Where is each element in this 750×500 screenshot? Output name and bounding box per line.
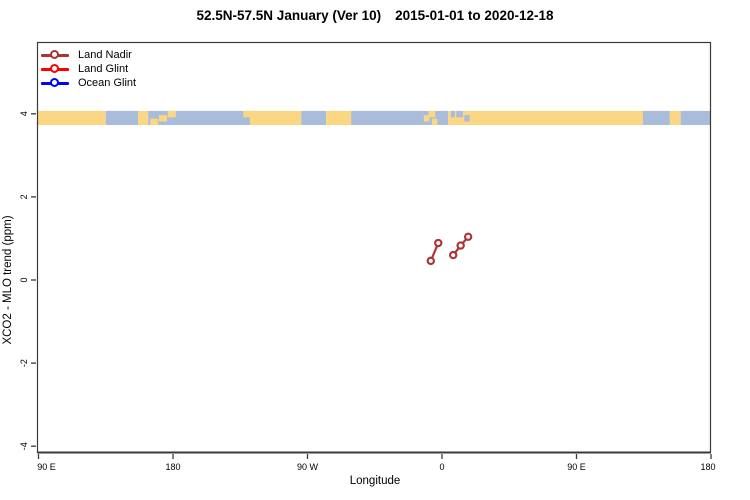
plot-border (36, 41, 712, 454)
x-tick-label: 90 E (37, 462, 56, 472)
y-tick-label: 2 (19, 194, 29, 199)
x-tick-label: 0 (439, 462, 444, 472)
x-tick-label: 180 (700, 462, 715, 472)
map-strip-patch-land (158, 115, 168, 122)
map-strip-patch-land (243, 110, 250, 118)
data-point (426, 256, 435, 266)
map-strip-patch-ocean (450, 110, 455, 118)
legend-label: Land Glint (78, 63, 129, 75)
map-strip-patch-land (423, 115, 430, 122)
legend-item-land-glint: Land Glint (41, 62, 136, 76)
data-point (463, 232, 473, 241)
x-tick-label: 90 E (567, 462, 586, 472)
map-strip-land (448, 110, 643, 126)
y-tick-label: 0 (19, 277, 29, 282)
legend-item-land-nadir: Land Nadir (41, 48, 136, 62)
x-axis-title: Longitude (349, 475, 401, 487)
map-strip-land (138, 110, 149, 126)
data-point (434, 238, 443, 248)
map-strip-land (249, 110, 302, 126)
legend-item-ocean-glint: Ocean Glint (41, 76, 136, 90)
map-strip-patch-land (167, 110, 176, 118)
y-tick-label: 4 (19, 111, 29, 116)
chart-title-range: 52.5N-57.5N January (Ver 10) (196, 8, 382, 23)
map-strip-ocean (642, 110, 670, 126)
map-strip-ocean (105, 110, 139, 126)
map-strip-land (37, 110, 106, 126)
plot-area: 90 E 180 90 W 0 90 E 180 -4 -2 0 2 4 (19, 41, 716, 472)
chart-title-dates: 2015-01-01 to 2020-12-18 (395, 8, 554, 23)
legend-label: Ocean Glint (78, 77, 137, 89)
line-circle-marker-icon (41, 64, 69, 74)
map-strip-patch-ocean (456, 110, 463, 118)
map-strip-land (326, 110, 352, 126)
data-point (449, 250, 458, 260)
map-strip-patch-land (428, 110, 436, 118)
legend-label: Land Nadir (78, 49, 132, 61)
y-axis-title: XCO2 - MLO trend (ppm) (2, 215, 14, 345)
x-tick-label: 180 (165, 462, 180, 472)
y-tick-label: -2 (19, 359, 29, 367)
line-circle-marker-icon (41, 78, 69, 88)
y-tick-label: -4 (19, 442, 29, 450)
map-strip-patch-ocean (464, 115, 470, 122)
map-strip-patch-land (431, 118, 438, 126)
map-strip-patch-land (150, 118, 159, 126)
x-tick-label: 90 W (297, 462, 319, 472)
map-strip-ocean (301, 110, 327, 126)
data-point (456, 241, 465, 250)
map-strip-ocean (680, 110, 711, 126)
line-circle-marker-icon (41, 50, 69, 60)
map-strip-patch-ocean (107, 110, 113, 118)
map-strip-land (669, 110, 681, 126)
map-strip-ocean (351, 110, 449, 126)
chart-title: 52.5N-57.5N January (Ver 10) 2015-01-01 t… (0, 8, 750, 23)
legend: Land Nadir Land Glint Ocean Glint (41, 48, 136, 90)
